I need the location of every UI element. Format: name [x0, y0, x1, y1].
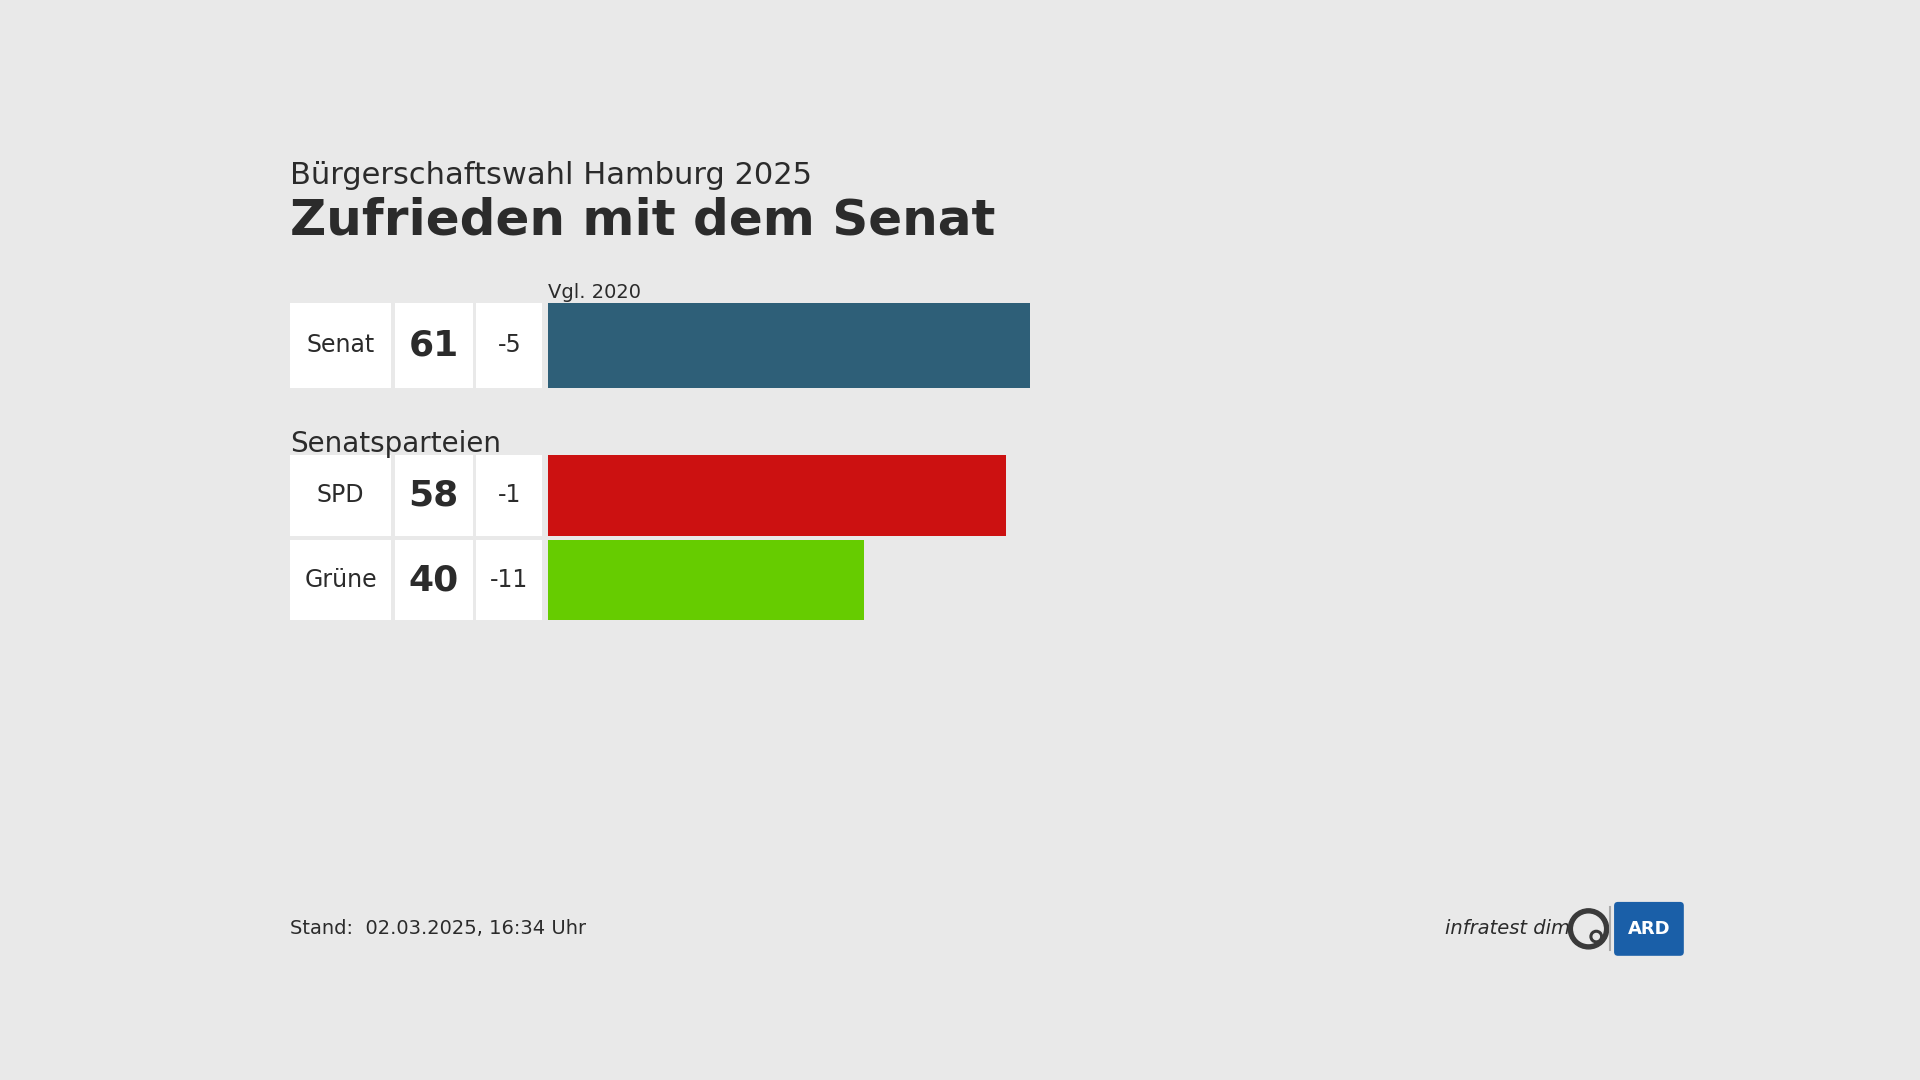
Text: -1: -1: [497, 484, 520, 508]
Text: Senat: Senat: [307, 334, 374, 357]
Text: Vgl. 2020: Vgl. 2020: [549, 283, 641, 302]
Circle shape: [1590, 930, 1603, 943]
Text: ARD: ARD: [1628, 920, 1670, 937]
Text: SPD: SPD: [317, 484, 365, 508]
Text: 40: 40: [409, 563, 459, 597]
FancyBboxPatch shape: [290, 540, 392, 621]
FancyBboxPatch shape: [549, 302, 1029, 388]
Circle shape: [1569, 909, 1609, 949]
FancyBboxPatch shape: [549, 540, 864, 621]
FancyBboxPatch shape: [476, 302, 541, 388]
FancyBboxPatch shape: [476, 540, 541, 621]
FancyBboxPatch shape: [396, 302, 472, 388]
Text: Zufrieden mit dem Senat: Zufrieden mit dem Senat: [290, 197, 996, 244]
FancyBboxPatch shape: [1615, 902, 1684, 956]
Text: infratest dimap: infratest dimap: [1446, 919, 1594, 939]
Text: -11: -11: [490, 568, 528, 592]
FancyBboxPatch shape: [290, 302, 392, 388]
FancyBboxPatch shape: [549, 455, 1006, 536]
FancyBboxPatch shape: [476, 455, 541, 536]
Text: -5: -5: [497, 334, 520, 357]
Text: 61: 61: [409, 328, 459, 362]
Text: Grüne: Grüne: [305, 568, 376, 592]
Text: Bürgerschaftswahl Hamburg 2025: Bürgerschaftswahl Hamburg 2025: [290, 161, 812, 190]
Circle shape: [1574, 915, 1603, 944]
FancyBboxPatch shape: [396, 455, 472, 536]
Text: 58: 58: [409, 478, 459, 512]
Circle shape: [1594, 933, 1599, 940]
Text: Senatsparteien: Senatsparteien: [290, 430, 501, 458]
FancyBboxPatch shape: [396, 540, 472, 621]
Text: Stand:  02.03.2025, 16:34 Uhr: Stand: 02.03.2025, 16:34 Uhr: [290, 919, 586, 939]
FancyBboxPatch shape: [290, 455, 392, 536]
